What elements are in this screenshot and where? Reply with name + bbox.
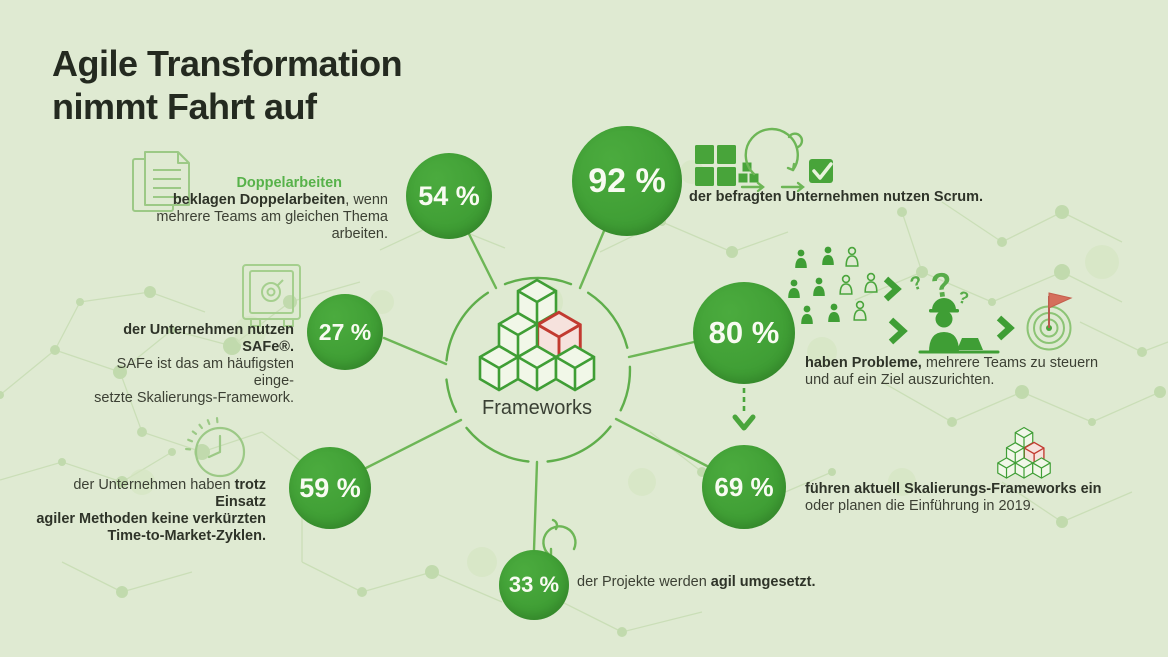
caption-line: und auf ein Ziel auszurichten. [805,372,995,389]
target-flag-icon [1026,292,1073,351]
caption-steering: haben Probleme, mehrere Teams zu steuern… [805,355,1098,389]
stat-circle-time-to-market: 59 % [289,447,371,529]
caption-heading: Doppelarbeiten [236,175,342,191]
caption-line: der Unternehmen haben trotz Einsatz [35,477,266,511]
stat-circle-safe: 27 % [307,294,383,370]
caption-line: beklagen Doppelarbeiten, wenn [100,192,388,209]
safe-icon [242,264,301,327]
network-pattern [0,160,1168,637]
stat-circle-agile-projects: 33 % [499,550,569,620]
stat-value: 27 % [318,318,372,345]
hub-label: Frameworks [481,397,592,419]
caption-doppelarbeiten: Doppelarbeiten beklagen Doppelarbeiten, … [100,175,388,243]
caption-safe: der Unternehmen nutzen SAFe®. SAFe ist d… [80,322,294,408]
worker-icon [918,298,1000,354]
caption-time-to-market: der Unternehmen haben trotz Einsatz agil… [35,477,266,545]
caption-bold: Time-to-Market-Zyklen. [107,528,266,545]
team-icons [788,246,878,324]
caption-line: oder planen die Einführung in 2019. [805,498,1035,515]
title-line-2: nimmt Fahrt auf [52,86,317,128]
stat-value: 33 % [508,572,560,597]
caption-text: der Unternehmen haben [73,477,235,493]
stat-circle-doppelarbeiten: 54 % [406,153,492,239]
caption-text: der Projekte werden [577,574,711,590]
caption-line: mehrere Teams am gleichen Thema arbeiten… [156,209,388,243]
scaling-cubes-icon [997,426,1051,479]
sprint-loop-icon [740,127,805,193]
caption-agile-projects: der Projekte werden agil umgesetzt. [577,574,816,591]
caption-bold: agil umgesetzt. [710,574,816,590]
stat-value: 80 % [708,315,780,350]
documents-icon [132,151,190,212]
stat-circle-steering: 80 % [693,282,795,384]
caption-bold: trotz Einsatz [215,477,266,511]
title-line-1: Agile Transformation [52,43,403,84]
stat-value: 69 % [714,471,774,502]
stat-value: 92 % [588,161,666,200]
caption-line: setzte Skalierungs-Framework. [94,390,294,407]
scrum-board-icon [695,145,736,186]
refresh-icon [541,518,577,558]
caption-scrum: der befragten Unternehmen nutzen Scrum. [689,189,983,206]
hub-ring [445,276,632,463]
stat-circle-scaling: 69 % [702,445,786,529]
stat-circle-scrum: 92 % [572,126,682,236]
caption-line: führen aktuell Skalierungs-Frameworks ei… [805,481,1102,498]
caption-bold: haben Probleme, [805,355,922,371]
caption-scaling: führen aktuell Skalierungs-Frameworks ei… [805,481,1102,515]
checkbox-icon [809,159,833,183]
caption-line: agiler Methoden keine verkürzten [35,511,266,528]
caption-line: der Unternehmen nutzen SAFe®. [80,322,294,356]
page-title: Agile Transformation nimmt Fahrt auf [52,42,403,128]
caption-line: haben Probleme, mehrere Teams zu steuern [805,355,1098,372]
caption-bold: der befragten Unternehmen nutzen Scrum. [689,189,984,205]
caption-bold: der Unternehmen nutzen SAFe®. [123,322,294,356]
clock-icon [185,417,246,478]
caption-line: SAFe ist das am häufigsten einge- [116,356,294,390]
connector-lines [364,229,709,552]
caption-bold: agiler Methoden keine verkürzten [36,511,266,528]
caption-text: mehrere Teams zu steuern [921,355,1099,371]
caption-line: Time-to-Market-Zyklen. [35,528,266,545]
arrow-down-icon [732,388,756,431]
caption-bold: beklagen Doppelarbeiten [172,192,346,209]
svg-text:?: ? [956,287,971,308]
chevron-right-icon [883,276,1015,345]
frameworks-cubes-icon [478,278,596,392]
stat-value: 54 % [418,180,480,211]
stat-value: 59 % [299,472,361,503]
caption-bold: führen aktuell Skalierungs-Frameworks ei… [805,481,1102,497]
caption-text: , wenn [345,192,388,209]
